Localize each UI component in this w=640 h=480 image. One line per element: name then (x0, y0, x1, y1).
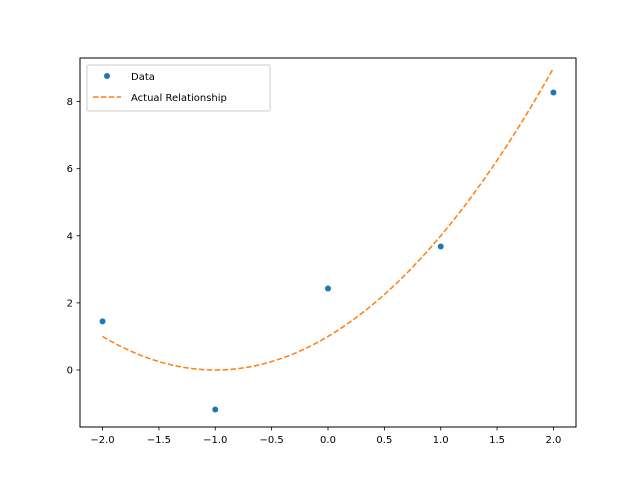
x-tick-label: 2.0 (546, 435, 562, 446)
plot-area: −2.0 −1.5 −1.0 −0.5 0.0 0.5 1.0 1.5 2.0 0 2 4 6 8 (67, 57, 577, 446)
y-axis: 0 2 4 6 8 (67, 97, 80, 376)
y-tick-label: 2 (67, 298, 73, 309)
data-point (212, 406, 219, 413)
data-point (550, 89, 557, 96)
x-tick-label: 1.0 (433, 435, 449, 446)
legend-label-actual-relationship: Actual Relationship (131, 93, 227, 104)
y-tick-label: 8 (67, 97, 73, 108)
data-point (325, 285, 331, 292)
x-tick-label: −2.0 (90, 435, 114, 446)
data-point (437, 243, 444, 250)
series-layer (99, 67, 557, 413)
legend-box (86, 64, 271, 112)
x-tick-label: 1.5 (489, 435, 505, 446)
x-tick-label: −0.5 (259, 435, 283, 446)
x-tick-label: 0.0 (320, 435, 336, 446)
x-tick-label: 0.5 (376, 435, 392, 446)
x-tick-label: −1.5 (147, 435, 171, 446)
y-tick-label: 4 (67, 231, 73, 242)
series-line-actual-relationship (102, 67, 555, 371)
x-axis: −2.0 −1.5 −1.0 −0.5 0.0 0.5 1.0 1.5 2.0 (90, 427, 561, 446)
y-tick-label: 6 (67, 164, 73, 175)
legend: Data Actual Relationship (86, 64, 271, 112)
data-point (99, 318, 106, 325)
y-tick-label: 0 (67, 365, 73, 376)
legend-marker-data (104, 73, 110, 79)
x-tick-label: −1.0 (203, 435, 227, 446)
legend-label-data: Data (131, 72, 155, 83)
axes-frame (79, 57, 577, 428)
